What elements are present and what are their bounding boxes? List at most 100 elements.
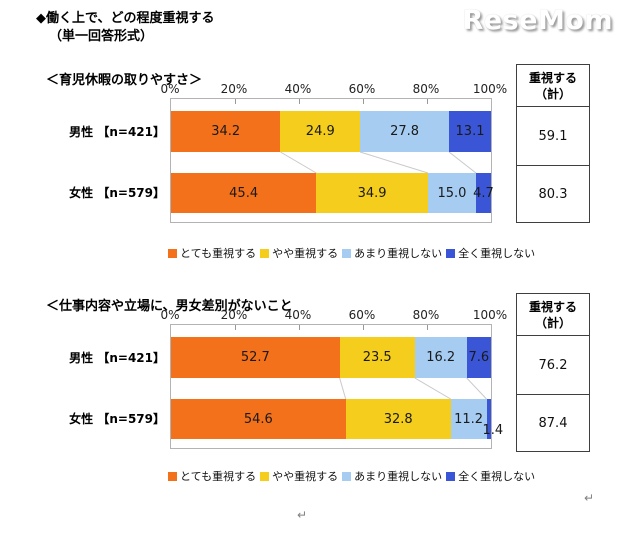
axis-tick-label: 20%: [220, 82, 248, 96]
bar-value-label: 34.2: [211, 124, 241, 139]
legend-label: やや重視する: [272, 247, 339, 260]
bar-value-label: 4.7: [473, 185, 494, 201]
bar-segment: 32.8: [345, 399, 451, 439]
bar-value-label: 32.8: [383, 411, 413, 427]
category-label-female: 女性 【n=579】: [69, 412, 165, 426]
bar-segment: 52.7: [171, 337, 340, 378]
bar-segment: 34.2: [171, 111, 281, 152]
bar-segment: 4.7: [473, 173, 494, 213]
bar-segment: 23.5: [339, 337, 415, 378]
bar-value-label: 54.6: [243, 411, 273, 427]
legend-swatch-icon: [260, 248, 270, 258]
bar-segment: 11.2: [450, 399, 487, 439]
chart-section-childcare-leave: ＜育児休暇の取りやすさ＞ 0% 20% 40% 60% 80% 100% 男性 …: [0, 58, 623, 288]
axis-tick-label: 20%: [220, 308, 248, 322]
bar-value-label: 24.9: [305, 124, 335, 139]
legend-item: 全く重視しない: [446, 468, 535, 484]
summary-value-female: 80.3: [538, 186, 568, 202]
axis-tick-label: 60%: [348, 308, 376, 322]
axis-tick: [363, 99, 364, 104]
plot-area: 52.7 23.5 16.2 7.6 54.6 32.8 11.2 1.4: [170, 324, 503, 449]
summary-table: 重視する （計） 59.1 80.3: [516, 64, 590, 223]
bar-value-label: 11.2: [454, 411, 484, 427]
legend-swatch-icon: [446, 248, 456, 258]
bar-segment: 15.0: [427, 173, 476, 213]
page-title-line2: （単一回答形式）: [49, 29, 154, 45]
x-axis: 0% 20% 40% 60% 80% 100%: [160, 82, 507, 97]
legend-item: 全く重視しない: [446, 245, 535, 261]
legend-label: やや重視する: [272, 470, 339, 483]
legend-item: とても重視する: [168, 245, 256, 261]
legend-label: 全く重視しない: [458, 247, 536, 260]
axis-tick-label: 100%: [472, 308, 508, 322]
legend-swatch-icon: [168, 248, 177, 258]
axis-tick: [235, 325, 236, 330]
legend-item: とても重視する: [168, 468, 256, 484]
legend-label: あまり重視しない: [354, 470, 443, 483]
category-label-male: 男性 【n=421】: [69, 125, 165, 139]
legend-swatch-icon: [342, 248, 352, 258]
summary-value-male: 59.1: [517, 107, 589, 166]
x-axis: 0% 20% 40% 60% 80% 100%: [160, 308, 507, 323]
bar-value-label: 13.1: [455, 124, 485, 139]
legend-item: やや重視する: [260, 468, 338, 484]
summary-table-header: 重視する （計）: [517, 65, 589, 107]
axis-tick-label: 0%: [160, 308, 180, 322]
axis-tick-label: 0%: [160, 82, 180, 96]
plot-area: 34.2 24.9 27.8 13.1 45.4 34.9 15.0 4.7: [170, 98, 494, 223]
axis-tick-label: 100%: [472, 82, 508, 96]
legend-label: あまり重視しない: [354, 247, 443, 260]
legend-swatch-icon: [260, 471, 270, 481]
page-title-line1: ◆働く上で、どの程度重視する: [36, 11, 215, 26]
axis-tick-label: 80%: [412, 308, 440, 322]
bar-row-female: 45.4 34.9 15.0 4.7: [171, 173, 494, 213]
legend-swatch-icon: [168, 471, 177, 481]
summary-value-female: 87.4: [538, 415, 568, 431]
bar-row-female: 54.6 32.8 11.2 1.4: [171, 399, 503, 439]
axis-tick: [363, 325, 364, 330]
summary-header-line2: （計）: [534, 87, 571, 102]
bar-segment: 13.1: [449, 111, 491, 152]
return-mark-icon: ↵: [584, 491, 595, 505]
legend-item: あまり重視しない: [342, 468, 442, 484]
bar-segment: 45.4: [171, 173, 317, 213]
legend: とても重視する やや重視する あまり重視しない 全く重視しない: [168, 468, 539, 484]
bar-segment: 16.2: [414, 337, 467, 378]
bar-segment: 54.6: [171, 399, 346, 439]
legend: とても重視する やや重視する あまり重視しない 全く重視しない: [168, 245, 539, 261]
bar-value-label: 1.4: [482, 423, 504, 438]
bar-value-label: 16.2: [426, 350, 456, 365]
axis-tick-label: 80%: [412, 82, 440, 96]
bar-value-label: 15.0: [437, 185, 467, 201]
axis-tick: [235, 99, 236, 104]
bar-value-label: 52.7: [240, 350, 270, 365]
summary-header-line1: 重視する: [528, 300, 577, 314]
bar-row-male: 52.7 23.5 16.2 7.6: [171, 337, 491, 378]
bar-segment: 1.4: [483, 399, 503, 439]
legend-item: あまり重視しない: [342, 245, 442, 261]
return-mark-icon: ↵: [297, 508, 308, 522]
axis-tick: [427, 325, 428, 330]
bar-value-label: 27.8: [390, 124, 420, 139]
legend-label: 全く重視しない: [458, 470, 536, 483]
axis-tick: [299, 99, 300, 104]
category-label-male: 男性 【n=421】: [69, 351, 165, 365]
chart-title: ＜仕事内容や立場に、男女差別がないこと: [46, 298, 293, 314]
bar-segment: 27.8: [360, 111, 450, 152]
bar-segment: 24.9: [280, 111, 361, 152]
bar-segment: 34.9: [316, 173, 428, 213]
axis-tick-label: 40%: [284, 82, 312, 96]
page-title: ◆働く上で、どの程度重視する （単一回答形式）: [36, 10, 214, 46]
axis-tick-label: 40%: [284, 308, 312, 322]
legend-swatch-icon: [342, 471, 352, 481]
summary-value-male: 76.2: [517, 336, 589, 395]
legend-label: とても重視する: [180, 247, 257, 260]
chart-title: ＜育児休暇の取りやすさ＞: [46, 72, 203, 88]
summary-table: 重視する （計） 76.2 87.4: [516, 293, 590, 452]
legend-swatch-icon: [446, 471, 456, 481]
bar-value-label: 34.9: [357, 185, 387, 201]
legend-item: やや重視する: [260, 245, 338, 261]
bar-value-label: 23.5: [362, 350, 392, 365]
bar-value-label: 45.4: [229, 185, 259, 201]
axis-tick: [427, 99, 428, 104]
